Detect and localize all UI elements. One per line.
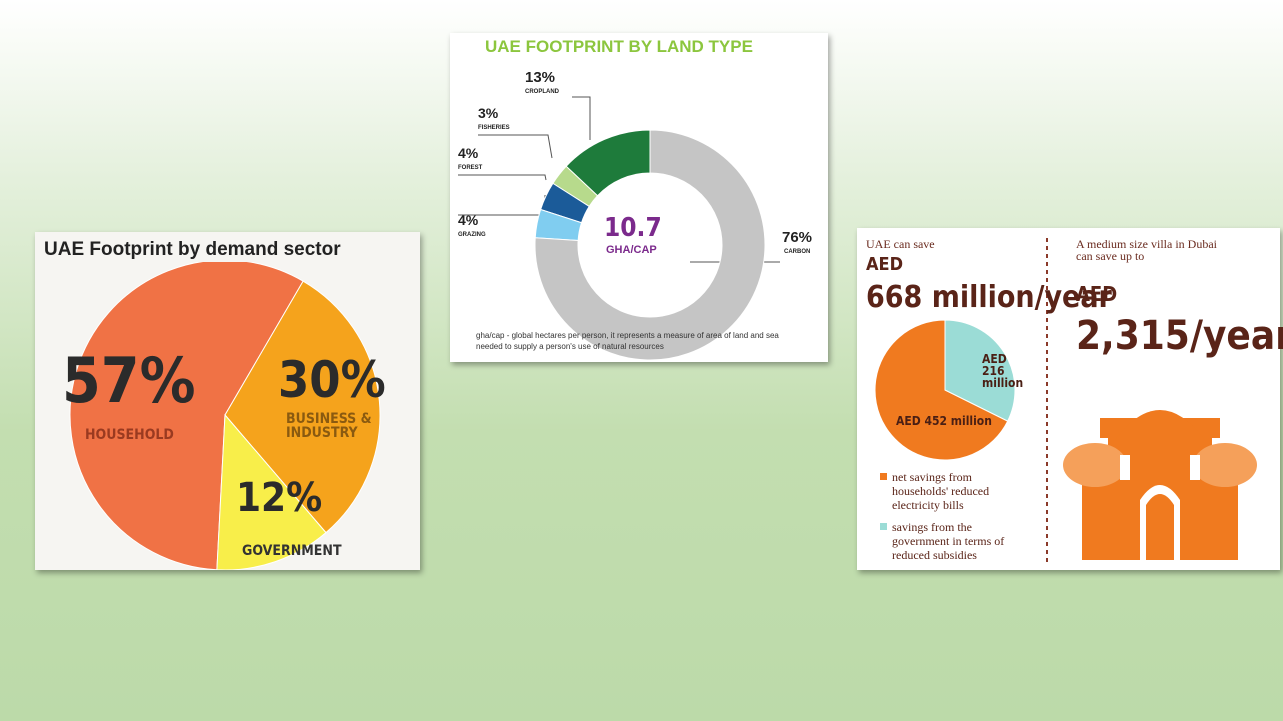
annotation: AED bbox=[1076, 282, 1118, 306]
category-label: FISHERIES bbox=[478, 125, 510, 131]
legend-label: net savings from households' reduced ele… bbox=[892, 470, 990, 512]
annotation: UAE can save bbox=[866, 237, 935, 251]
category-label: CARBON bbox=[784, 249, 811, 255]
panel bbox=[450, 33, 828, 362]
category-label: HOUSEHOLD bbox=[85, 427, 174, 443]
chart-title: UAE Footprint by demand sector bbox=[44, 239, 341, 260]
category-label: CROPLAND bbox=[525, 89, 559, 95]
legend-swatch bbox=[880, 473, 887, 480]
value-label: AED 452 million bbox=[896, 414, 992, 428]
legend-swatch bbox=[880, 523, 887, 530]
annotation: 2,315/year bbox=[1076, 313, 1283, 359]
donut-segment bbox=[534, 129, 766, 361]
value-label: 4% bbox=[458, 145, 479, 161]
legend-label: savings from the government in terms of … bbox=[892, 520, 1005, 562]
center-value: 10.7 bbox=[604, 213, 662, 243]
center-label: GHA/CAP bbox=[606, 244, 657, 256]
value-label: 76% bbox=[782, 229, 813, 246]
pie-slice bbox=[224, 280, 381, 534]
value-label: 4% bbox=[458, 212, 479, 228]
value-label: AED 216 million bbox=[982, 352, 1024, 390]
value-label: 30% bbox=[278, 351, 386, 409]
donut-segment bbox=[552, 165, 599, 208]
annotation: AED bbox=[866, 254, 904, 275]
donut-segment bbox=[534, 208, 583, 242]
pie-slice bbox=[216, 413, 327, 570]
annotation: A medium size villa in Dubai can save up… bbox=[1076, 237, 1217, 263]
pie-slice bbox=[944, 319, 1016, 422]
annotation: 668 million/year bbox=[866, 280, 1112, 315]
category-label: BUSINESS & INDUSTRY bbox=[286, 411, 372, 441]
chart-title: UAE FOOTPRINT BY LAND TYPE bbox=[485, 37, 753, 56]
value-label: 13% bbox=[525, 69, 556, 86]
value-label: 57% bbox=[62, 344, 196, 417]
pie-slice bbox=[874, 319, 1009, 461]
villa-illustration bbox=[1063, 410, 1257, 560]
category-label: GOVERNMENT bbox=[242, 543, 342, 559]
value-label: 3% bbox=[478, 105, 499, 121]
pie-slice bbox=[69, 262, 304, 570]
note: gha/cap - global hectares per person, it… bbox=[476, 331, 779, 351]
category-label: FOREST bbox=[458, 165, 483, 171]
category-label: GRAZING bbox=[458, 232, 486, 238]
value-label: 12% bbox=[236, 475, 323, 521]
